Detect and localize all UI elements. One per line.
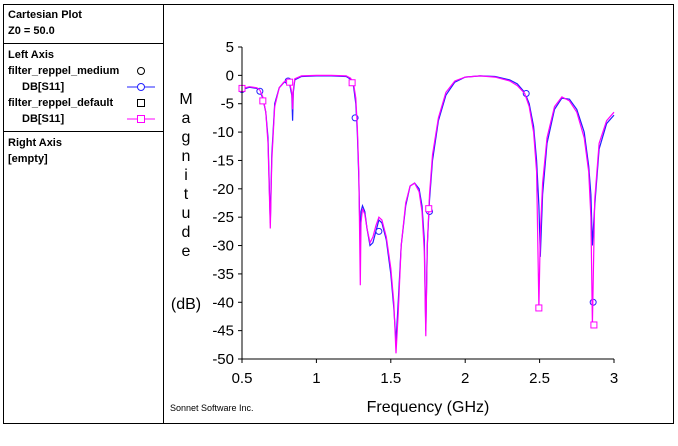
x-axis-label: Frequency (GHz) — [367, 399, 490, 416]
legend-entry-default-param-text: DB[S11] — [22, 113, 65, 125]
axis-layer: 5 0 -5 -10 -15 -20 -25 -30 -35 -40 -45 -50 0.5 1 1.5 2 2… — [212, 39, 618, 387]
y-axis-label-letter: t — [184, 186, 189, 203]
y-tick-label: -15 — [212, 152, 234, 169]
legend-z0: Z0 = 50.0 — [8, 25, 55, 37]
legend-entry-default-text: filter_reppel_default — [8, 97, 114, 109]
series-marker-square — [348, 79, 356, 87]
y-tick-label: -40 — [212, 294, 234, 311]
legend-entry-default-param[interactable]: DB[S11] — [8, 111, 158, 127]
y-tick-label: -5 — [221, 96, 234, 113]
legend-header-section: Cartesian Plot Z0 = 50.0 — [3, 4, 163, 44]
x-tick-label: 0.5 — [232, 370, 253, 387]
legend-right-axis-section: Right Axis [empty] — [3, 132, 163, 171]
y-tick-label: -35 — [212, 266, 234, 283]
y-tick-label: -20 — [212, 181, 234, 198]
x-tick-label: 1 — [312, 370, 320, 387]
legend-left-axis-section: Left Axis filter_reppel_medium DB[S11] f… — [3, 44, 163, 132]
blue-line-circle-icon — [127, 83, 155, 91]
series-line-1 — [241, 74, 615, 354]
y-tick-label: 0 — [226, 67, 234, 84]
x-tick-label: 1.5 — [380, 370, 401, 387]
y-tick-label: -45 — [212, 323, 234, 340]
square-marker-icon — [137, 99, 145, 107]
y-tick-label: -10 — [212, 124, 234, 141]
series-marker-square — [535, 304, 543, 312]
legend-entry-medium-param-text: DB[S11] — [22, 81, 65, 93]
y-axis-label-letter: u — [182, 205, 191, 222]
left-axis-label: Left Axis — [8, 49, 55, 61]
series-marker-circle — [375, 227, 383, 235]
legend-entry-medium-name[interactable]: filter_reppel_medium — [8, 63, 158, 79]
y-axis-label-letter: e — [182, 243, 191, 260]
magenta-line-square-icon — [127, 115, 155, 123]
y-axis-label-letter: n — [182, 148, 191, 165]
footer-credit: Sonnet Software Inc. — [170, 403, 254, 413]
legend-title: Cartesian Plot — [8, 9, 82, 21]
y-tick-label: -25 — [212, 209, 234, 226]
legend-panel: Cartesian Plot Z0 = 50.0 Left Axis filte… — [3, 4, 164, 424]
y-axis-unit: (dB) — [171, 296, 201, 313]
legend-entry-default-name[interactable]: filter_reppel_default — [8, 95, 158, 111]
y-tick-label: 5 — [226, 39, 234, 56]
right-axis-label: Right Axis — [8, 137, 62, 149]
circle-marker-icon — [137, 67, 145, 75]
series-marker-square — [286, 78, 294, 86]
y-tick-label: -30 — [212, 238, 234, 255]
y-axis-label-letter: g — [182, 129, 191, 146]
y-tick-label: -50 — [212, 351, 234, 368]
series-marker-square — [590, 321, 598, 329]
x-tick-label: 2 — [461, 370, 469, 387]
series-marker-square — [425, 205, 433, 213]
y-axis-label-letter: a — [182, 110, 191, 127]
series-marker-square — [259, 97, 267, 105]
right-axis-value: [empty] — [8, 153, 48, 165]
legend-entry-medium-text: filter_reppel_medium — [8, 65, 120, 77]
x-tick-label: 2.5 — [529, 370, 550, 387]
y-axis-label-letter: d — [182, 224, 191, 241]
series-layer — [238, 74, 615, 354]
y-axis-label-letter: M — [179, 91, 192, 108]
plot-frame — [3, 4, 674, 424]
y-axis-label-letter: i — [184, 167, 188, 184]
legend-entry-medium-param[interactable]: DB[S11] — [8, 79, 158, 95]
x-tick-label: 3 — [610, 370, 618, 387]
